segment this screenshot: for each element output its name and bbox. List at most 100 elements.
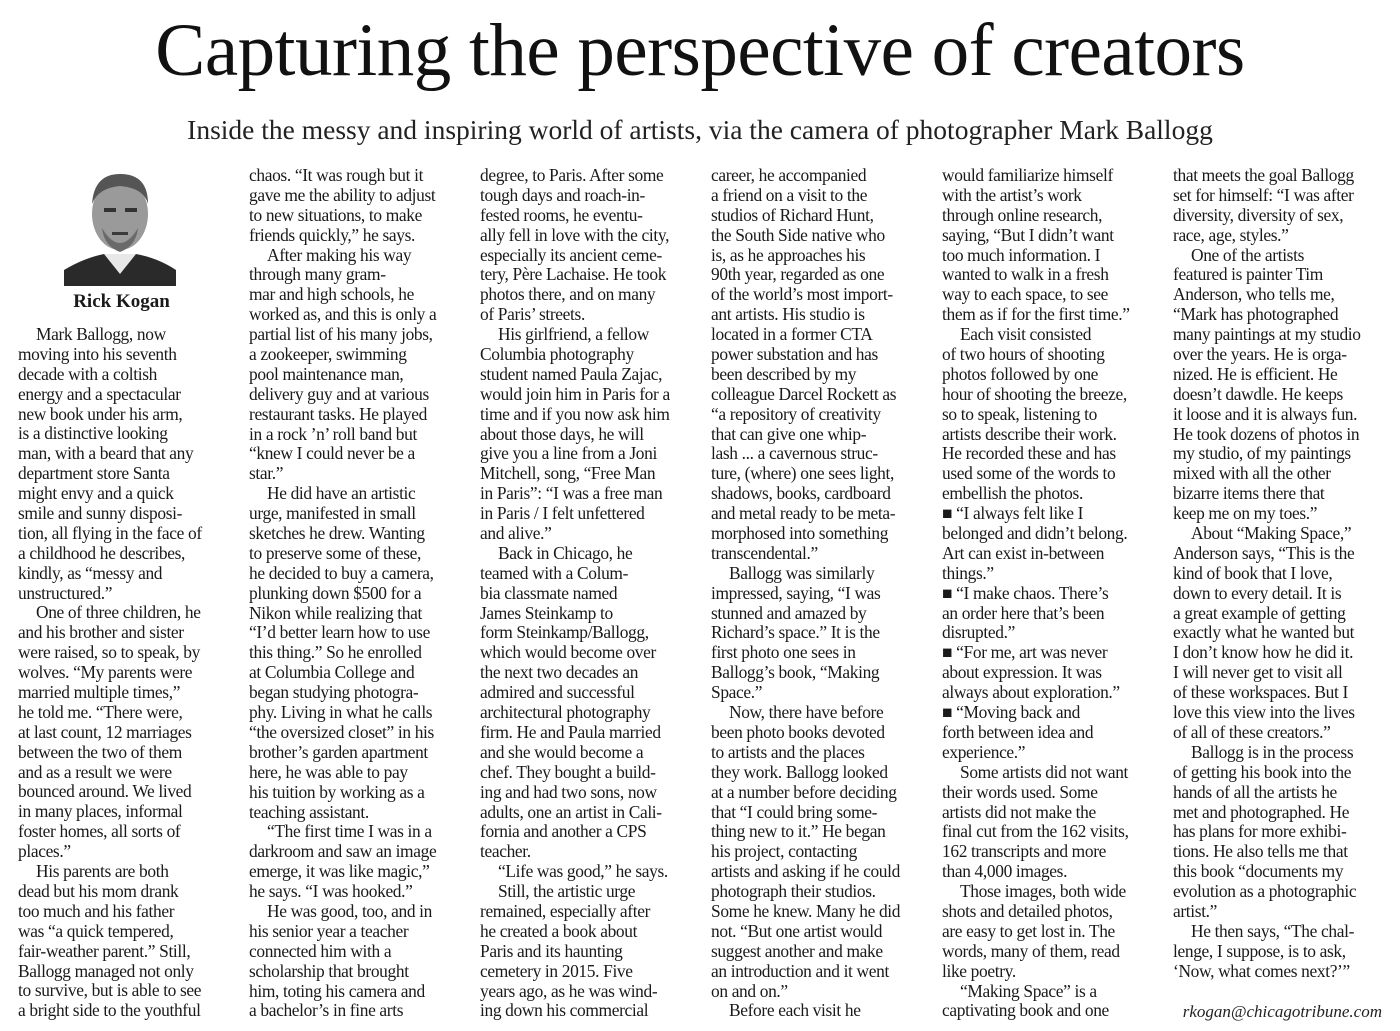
text-line: saying, “But I didn’t want (942, 224, 1114, 245)
text-line: of two hours of shooting (942, 344, 1105, 365)
text-line: smile and sunny disposi- (18, 503, 183, 524)
text-line: an order here that’s been (942, 602, 1105, 623)
author-headshot-image (64, 162, 176, 286)
text-line: Ballogg’s book, “Making (711, 662, 880, 683)
text-line: to artists and the places (711, 741, 865, 762)
text-line: 90th year, regarded as one (711, 264, 885, 285)
text-line: teaching assistant. (249, 801, 369, 822)
text-line: love this view into the lives (1173, 702, 1355, 723)
text-line: to new situations, to make (249, 204, 422, 225)
text-line: ally fell in love with the city, (480, 224, 670, 245)
text-line: Back in Chicago, he (498, 542, 633, 563)
text-line: chaos. “It was rough but it (249, 165, 424, 185)
text-line: suggest another and make (711, 940, 883, 961)
text-line: form Steinkamp/Ballogg, (480, 622, 649, 643)
text-line: gave me the ability to adjust (249, 184, 436, 205)
text-line: in many places, informal (18, 801, 183, 822)
text-line: the next two decades an (480, 662, 639, 683)
text-line: words, many of them, read (942, 940, 1120, 961)
article-column-2: chaos. “It was rough but it gave me the a… (249, 165, 475, 1021)
text-line: decade with a coltish (18, 363, 157, 384)
text-line: tough days and roach-in- (480, 184, 645, 205)
text-line: it loose and it is always fun. (1173, 403, 1358, 424)
text-line: the South Side native who (711, 224, 885, 245)
paragraph: Each visit consisted of two hours of shoo… (942, 324, 1168, 504)
paragraph: Ballogg was similarly impressed, saying, … (711, 563, 937, 703)
author-photo (64, 162, 176, 286)
text-line: to survive, but is able to see (18, 980, 202, 1001)
text-line: way to each space, to see (942, 284, 1109, 305)
text-line: architectural photography (480, 702, 651, 723)
text-line: Art can exist in-between (942, 542, 1105, 563)
text-line: Some he knew. Many he did (711, 900, 901, 921)
text-line: that can give one whip- (711, 423, 867, 444)
text-line: hour of shooting the breeze, (942, 383, 1127, 404)
text-line: ■ “Moving back and (942, 702, 1080, 723)
article-column-6: that meets the goal Ballogg set for himse… (1173, 165, 1399, 982)
text-line: like poetry. (942, 960, 1016, 981)
text-line: mixed with all the other (1173, 463, 1331, 484)
text-line: and his brother and sister (18, 622, 184, 643)
text-line: firm. He and Paula married (480, 721, 661, 742)
text-line: studios of Richard Hunt, (711, 204, 874, 225)
text-line: to preserve some of these, (249, 542, 421, 563)
text-line: fornia and another a CPS (480, 821, 647, 842)
text-line: embellish the photos. (942, 483, 1083, 504)
text-line: cemetery in 2015. Five (480, 960, 633, 981)
text-line: “The first time I was in a (267, 821, 432, 842)
text-line: “Life was good,” he says. (498, 861, 668, 882)
text-line: at a number before deciding (711, 781, 897, 802)
text-line: 162 transcripts and more (942, 841, 1107, 862)
text-line: urge, manifested in small (249, 503, 416, 524)
text-line: too much information. I (942, 244, 1101, 265)
text-line: artists did not make the (942, 801, 1096, 822)
paragraph: About “Making Space,” Anderson says, “Thi… (1173, 523, 1399, 743)
paragraph: “Life was good,” he says. (480, 861, 706, 882)
text-line: remained, especially after (480, 900, 651, 921)
text-line: through many gram- (249, 264, 386, 285)
text-line: would join him in Paris for a (480, 383, 670, 404)
text-line: restaurant tasks. He played (249, 403, 427, 424)
text-line: nized. He is efficient. He (1173, 363, 1338, 384)
text-line: department store Santa (18, 463, 170, 484)
text-line: Mark Ballogg, now (36, 324, 166, 344)
text-line: than 4,000 images. (942, 861, 1068, 882)
text-line: so to speak, listening to (942, 403, 1098, 424)
text-line: His parents are both (36, 861, 169, 882)
text-line: Anderson, who tells me, (1173, 284, 1335, 305)
article-column-3: degree, to Paris. After some tough days a… (480, 165, 706, 1021)
paragraph: degree, to Paris. After some tough days a… (480, 165, 706, 325)
text-line: he decided to buy a camera, (249, 562, 434, 583)
text-line: here, he was able to pay (249, 761, 408, 782)
paragraph: Mark Ballogg, now moving into his seventh… (18, 324, 244, 603)
paragraph: ■ “I make chaos. There’s an order here th… (942, 582, 1168, 644)
text-line: friends quickly,” he says. (249, 224, 416, 245)
paragraph: Back in Chicago, he teamed with a Colum-b… (480, 542, 706, 862)
text-line: in a rock ’n’ roll band but (249, 423, 417, 444)
text-line: final cut from the 162 visits, (942, 821, 1129, 842)
text-line: ■ “I make chaos. There’s (942, 582, 1109, 603)
paragraph: His girlfriend, a fellow Columbia photogr… (480, 324, 706, 544)
text-line: forth between idea and (942, 721, 1094, 742)
text-line: He did have an artistic (267, 483, 416, 504)
text-line: lash ... a cavernous struc- (711, 443, 878, 464)
text-line: his project, contacting (711, 841, 858, 862)
byline: Rick Kogan (73, 291, 170, 312)
paragraph: “The first time I was in a darkroom and s… (249, 821, 475, 902)
text-line: and as a result we were (18, 761, 172, 782)
text-line: teacher. (480, 841, 531, 862)
text-line: has plans for more exhibi- (1173, 821, 1347, 842)
text-line: an introduction and it went (711, 960, 889, 981)
text-line: and alive.” (480, 523, 552, 544)
text-line: photos followed by one (942, 363, 1099, 384)
text-line: are easy to get lost in. The (942, 920, 1115, 941)
paragraph: He did have an artistic urge, manifested … (249, 483, 475, 822)
text-line: through online research, (942, 204, 1103, 225)
text-line: is a distinctive looking (18, 423, 168, 444)
text-line: married multiple times,” (18, 682, 181, 703)
text-line: might envy and a quick (18, 483, 174, 504)
text-line: He took dozens of photos in (1173, 423, 1360, 444)
text-line: ture, (where) one sees light, (711, 463, 895, 484)
author-email[interactable]: rkogan@chicagotribune.com (1182, 1002, 1382, 1021)
text-line: first photo one sees in (711, 642, 856, 663)
